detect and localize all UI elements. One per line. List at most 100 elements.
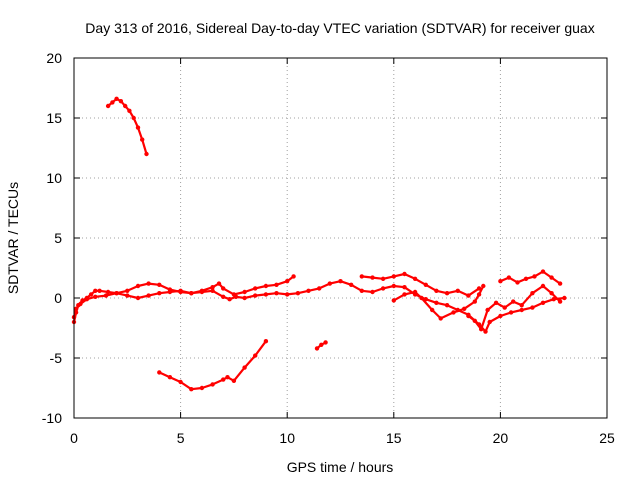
data-point [519, 303, 524, 308]
data-point [114, 96, 119, 102]
data-point [114, 291, 119, 296]
data-point [189, 387, 194, 392]
data-point [530, 291, 535, 296]
data-point [323, 340, 328, 345]
y-tick-label: -5 [50, 350, 63, 366]
data-point [476, 292, 482, 297]
data-point [146, 281, 151, 286]
data-point [462, 306, 467, 311]
data-point [412, 276, 418, 281]
data-point [402, 271, 407, 277]
data-point [549, 291, 554, 296]
data-point [216, 281, 222, 286]
data-point [498, 313, 503, 319]
y-tick-label: 10 [46, 170, 62, 186]
data-point [93, 288, 98, 293]
x-axis-label: GPS time / hours [287, 459, 394, 475]
data-point [523, 276, 529, 281]
data-point [359, 274, 364, 279]
data-point [466, 293, 471, 298]
data-point [73, 306, 79, 311]
data-point [274, 291, 279, 296]
data-point [317, 286, 322, 291]
data-point [221, 286, 226, 291]
data-point [167, 289, 173, 295]
data-point [253, 286, 258, 291]
data-point [146, 293, 151, 298]
series-trace-arc-1 [106, 97, 148, 156]
tick-layer: 0 5 10 15 20 25 -10 -5 0 5 10 15 20 [42, 50, 615, 446]
data-point [105, 103, 111, 109]
data-point [327, 281, 332, 286]
x-tick-label: 10 [279, 430, 295, 446]
plot-frame [73, 57, 608, 419]
data-point [487, 319, 492, 325]
series-trace-arc-5 [158, 340, 267, 391]
data-point [263, 339, 269, 344]
data-point [135, 125, 141, 130]
data-point [370, 289, 375, 295]
series-trace-arc-2 [72, 275, 295, 324]
data-point [84, 297, 90, 302]
data-point [88, 292, 94, 297]
data-point [402, 292, 407, 297]
data-point [285, 279, 290, 284]
series-trace-arc-8 [467, 284, 562, 331]
data-point [434, 300, 439, 305]
data-point [118, 99, 124, 104]
data-point [391, 283, 396, 289]
data-point [227, 297, 232, 302]
data-point [530, 305, 535, 310]
y-tick-label: -10 [42, 410, 62, 426]
data-point [419, 295, 424, 301]
data-point [479, 327, 484, 332]
chart-title: Day 313 of 2016, Sidereal Day-to-day VTE… [85, 20, 594, 36]
data-point [144, 151, 149, 157]
data-point [476, 286, 482, 291]
data-point [444, 303, 450, 308]
data-point [140, 137, 145, 142]
data-point [291, 274, 296, 279]
data-point [157, 291, 162, 296]
x-tick-label: 25 [599, 430, 615, 446]
data-point [189, 291, 194, 296]
data-point [338, 279, 343, 284]
data-point [493, 300, 499, 305]
data-point [391, 274, 396, 279]
data-layer [71, 96, 567, 392]
data-point [551, 297, 556, 302]
data-point [199, 289, 205, 295]
data-point [242, 295, 247, 301]
y-axis-label: SDTVAR / TECUs [5, 182, 21, 294]
y-tick-label: 0 [54, 290, 62, 306]
data-point [540, 283, 546, 289]
data-point [540, 269, 546, 274]
data-point [498, 279, 503, 284]
data-point [210, 285, 215, 290]
data-point [380, 286, 386, 291]
data-point [434, 288, 439, 293]
data-point [481, 283, 486, 289]
y-tick-label: 5 [54, 230, 62, 246]
data-point [135, 283, 141, 289]
data-point [370, 275, 375, 280]
data-point [263, 292, 269, 297]
data-point [253, 293, 258, 298]
x-tick-label: 15 [386, 430, 402, 446]
data-point [199, 385, 205, 391]
data-point [472, 318, 477, 323]
data-point [231, 378, 237, 383]
data-point [557, 299, 563, 304]
data-point [221, 377, 226, 382]
data-point [295, 291, 301, 296]
x-tick-label: 0 [70, 430, 78, 446]
data-point [178, 379, 183, 385]
data-point [515, 280, 520, 285]
data-point [233, 294, 239, 299]
data-point [359, 288, 364, 293]
data-point [131, 115, 136, 121]
data-point [127, 108, 132, 114]
data-point [103, 293, 109, 298]
data-point [178, 288, 183, 293]
data-point [451, 310, 456, 315]
